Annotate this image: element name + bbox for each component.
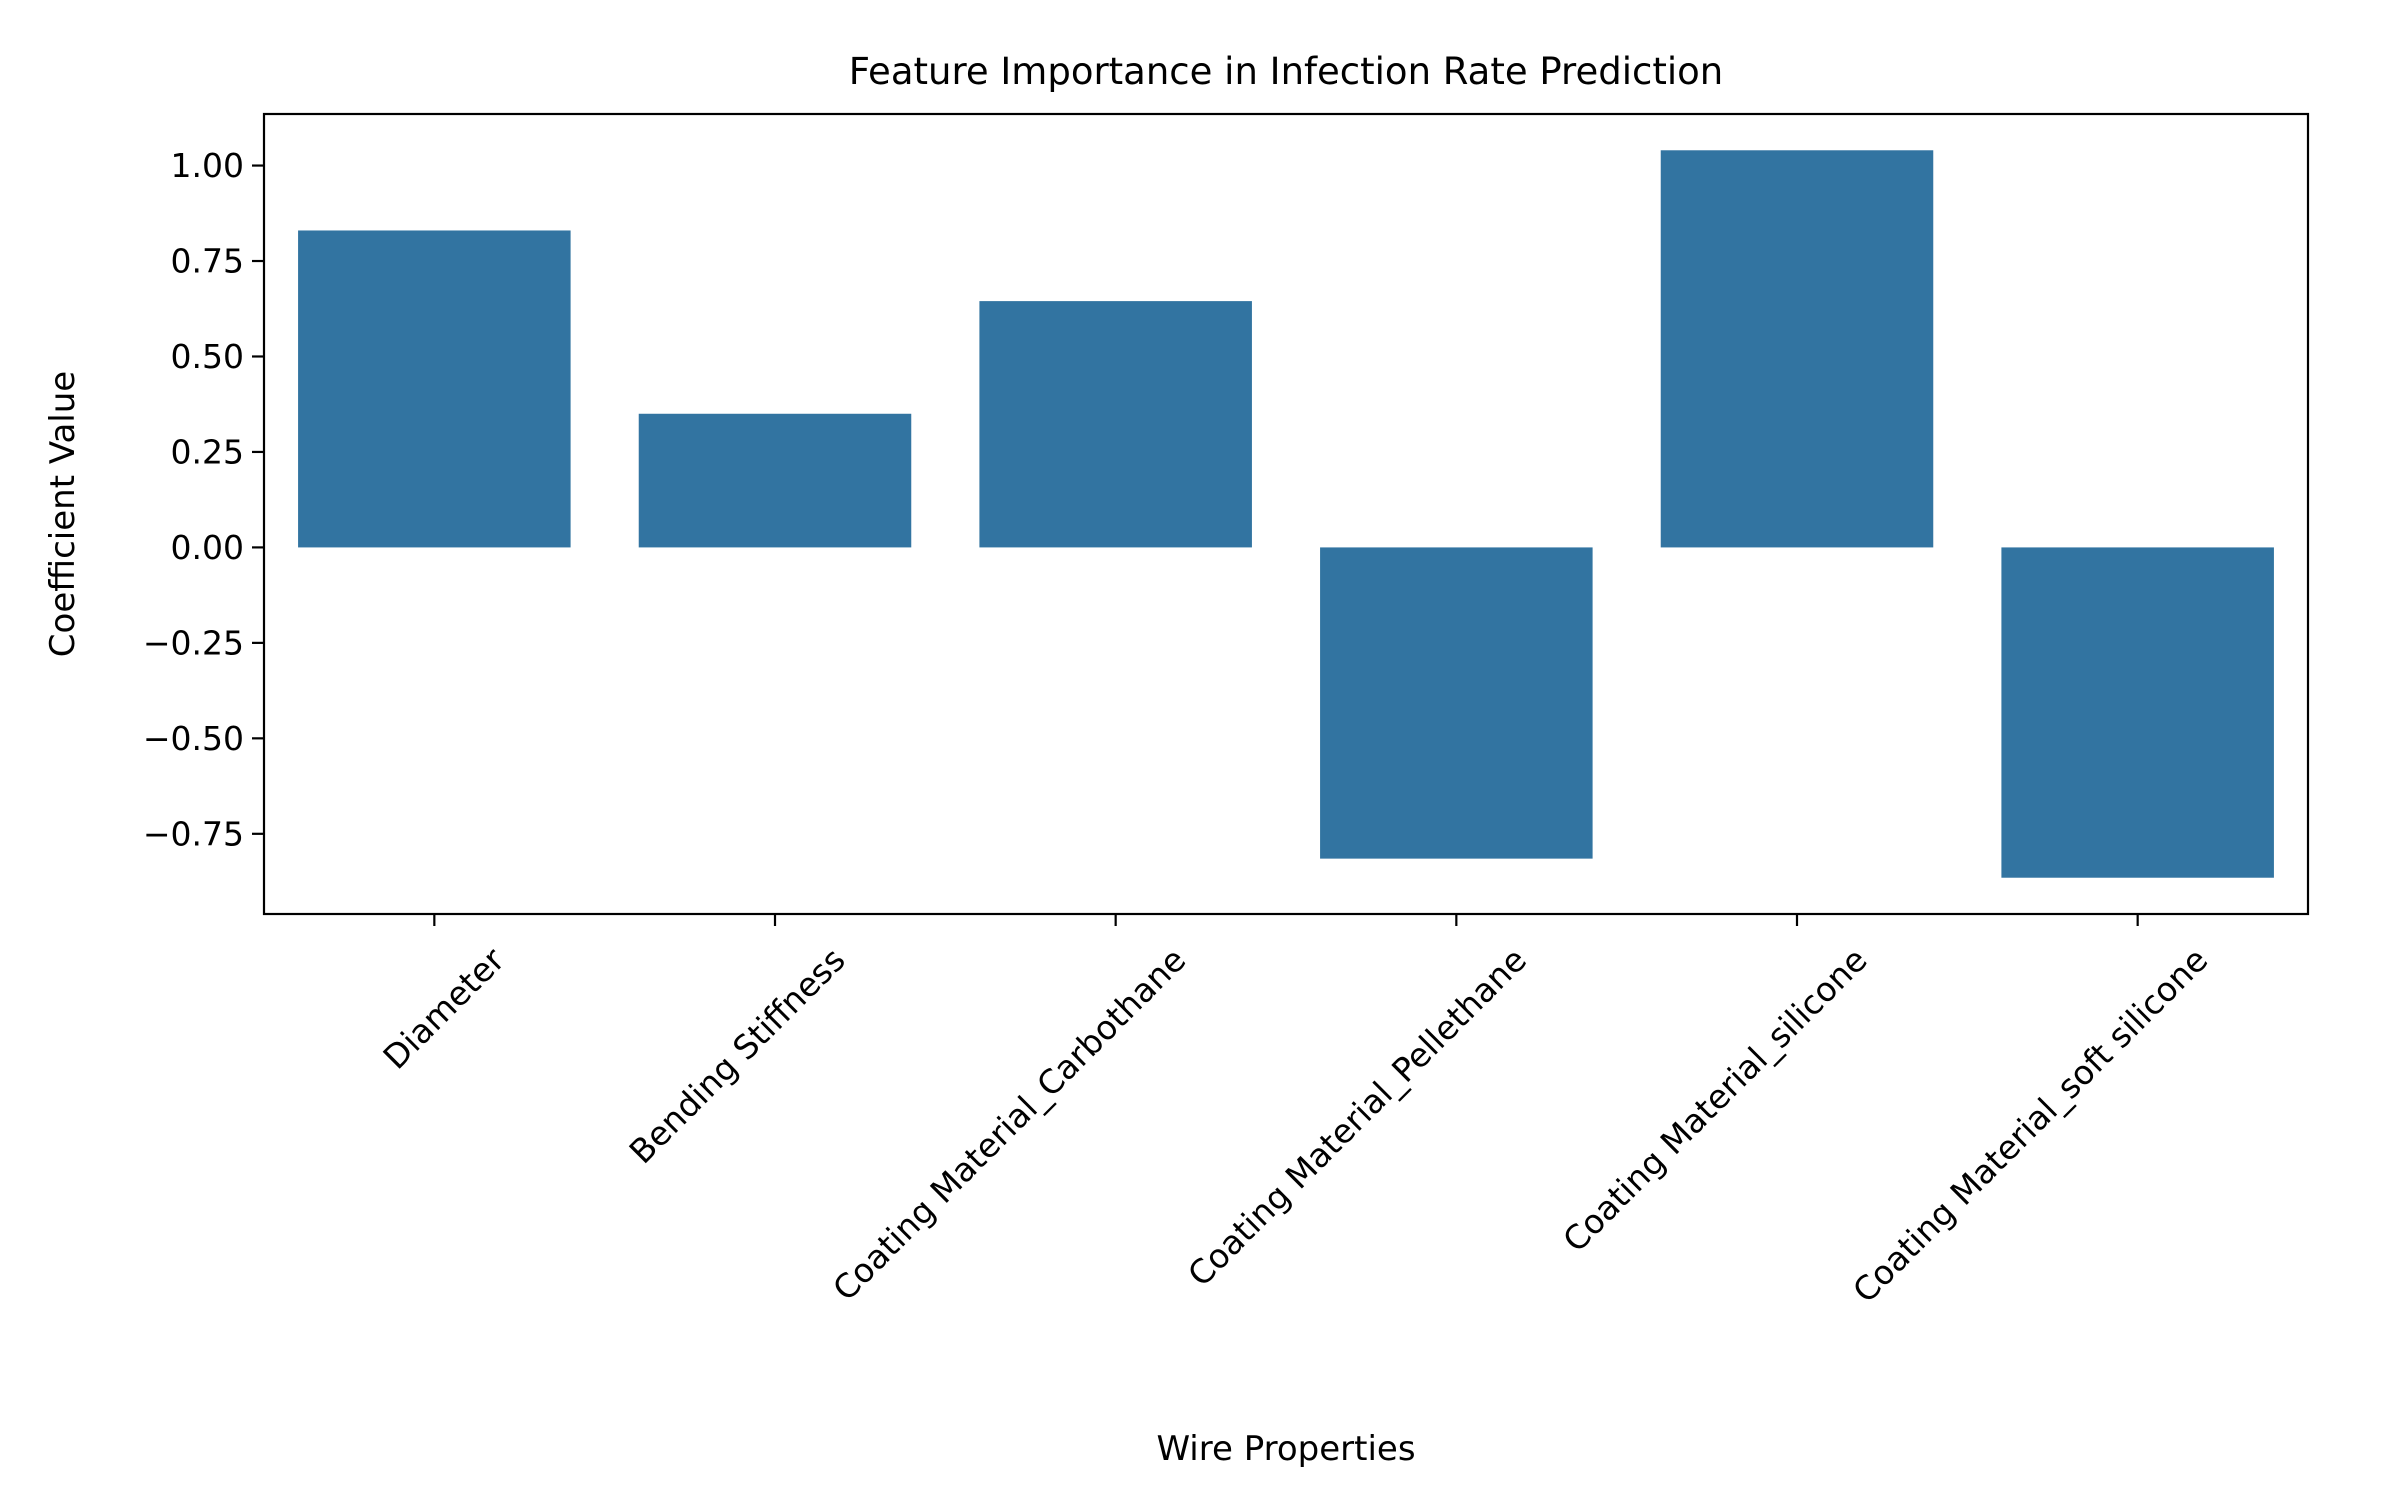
y-tick-label: 0.00 xyxy=(171,528,244,567)
chart-title: Feature Importance in Infection Rate Pre… xyxy=(849,50,1723,93)
bars-group xyxy=(298,150,2274,878)
bar-3 xyxy=(1320,547,1593,859)
y-tick-label: 0.50 xyxy=(171,337,244,376)
bar-1 xyxy=(638,413,912,548)
y-axis-label: Coefficient Value xyxy=(43,371,83,657)
bar-2 xyxy=(979,301,1252,548)
y-tick-label: 0.25 xyxy=(171,432,244,471)
y-axis: −0.75 −0.50 −0.25 0.00 0.25 0.50 0.75 1.00 xyxy=(143,146,264,853)
y-tick-label: −0.50 xyxy=(143,719,244,758)
bar-5 xyxy=(2001,547,2274,878)
y-tick-label: −0.75 xyxy=(143,814,244,853)
y-tick-label: −0.25 xyxy=(143,623,244,662)
x-axis-label: Wire Properties xyxy=(1156,1429,1415,1469)
y-tick-label: 0.75 xyxy=(171,242,244,281)
bar-0 xyxy=(298,230,571,548)
bar-4 xyxy=(1660,150,1934,548)
plot-frame xyxy=(262,112,2310,916)
y-tick-label: 1.00 xyxy=(171,146,244,185)
